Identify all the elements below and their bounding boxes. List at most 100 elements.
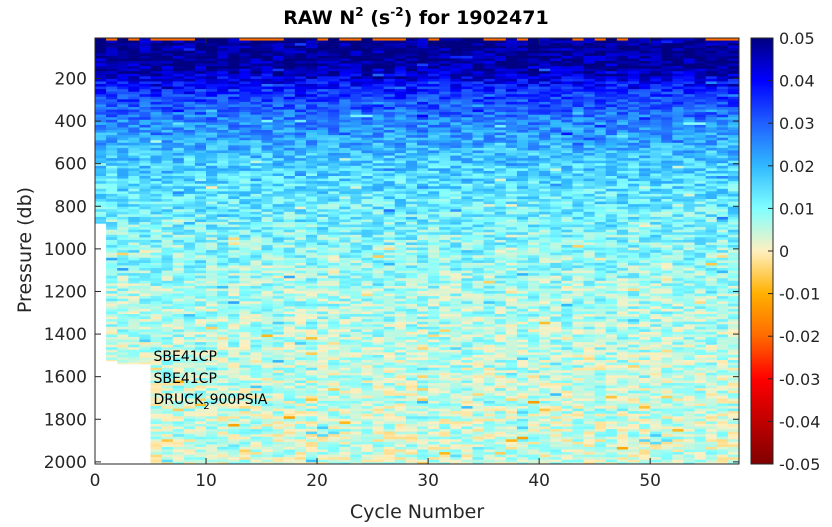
heatmap-cell [294,219,307,223]
heatmap-cell [417,188,429,192]
heatmap-cell [372,38,385,41]
heatmap-cell [417,158,429,162]
heatmap-cell [383,247,396,251]
heatmap-cell [417,206,429,210]
heatmap-cell [183,153,196,156]
heatmap-cell [317,280,329,284]
heatmap-cell [217,145,229,149]
heatmap-cell [283,291,296,294]
heatmap-cell [139,227,151,231]
heatmap-cell [206,186,218,190]
heatmap-cell [328,411,340,415]
heatmap-cell [194,291,207,294]
heatmap-cell [206,308,218,312]
heatmap-cell [139,331,151,335]
heatmap-cell [194,372,207,376]
heatmap-cell [228,232,240,236]
heatmap-cell [361,303,373,307]
heatmap-cell [339,84,351,87]
heatmap-cell [372,303,385,307]
heatmap-cell [405,462,418,465]
heatmap-cell [428,262,440,266]
heatmap-cell [139,124,151,128]
heatmap-cell [361,45,373,49]
heatmap-cell [150,176,163,179]
heatmap-cell [339,127,351,131]
heatmap-cell [106,308,118,312]
heatmap-cell [305,331,318,335]
heatmap-cell [294,147,307,151]
heatmap-cell [239,293,251,297]
heatmap-cell [150,347,163,351]
heatmap-cell [206,89,218,93]
heatmap-cell [428,183,440,187]
heatmap-cell [150,270,163,274]
heatmap-cell [172,291,185,294]
heatmap-cell [350,239,362,243]
heatmap-cell [361,421,373,425]
heatmap-cell [339,186,351,190]
heatmap-cell [394,434,407,438]
heatmap-cell [228,206,240,210]
heatmap-cell [194,296,207,300]
heatmap-cell [239,124,251,128]
heatmap-cell [194,158,207,162]
heatmap-cell [272,239,285,243]
heatmap-cell [439,38,451,41]
heatmap-cell [305,145,318,149]
heatmap-cell [150,250,163,254]
heatmap-cell [194,434,207,438]
heatmap-cell [394,413,407,417]
heatmap-cell [339,66,351,70]
heatmap-cell [217,339,229,343]
heatmap-cell [139,280,151,284]
heatmap-cell [272,441,285,445]
heatmap-cell [428,439,440,443]
heatmap-cell [172,434,185,438]
heatmap-cell [161,418,174,422]
heatmap-cell [128,252,140,256]
heatmap-cell [228,372,240,376]
heatmap-cell [172,176,185,179]
heatmap-cell [328,61,340,64]
heatmap-cell [217,360,229,364]
heatmap-cell [261,436,274,440]
heatmap-cell [172,283,185,287]
heatmap-cell [405,193,418,197]
heatmap-cell [394,257,407,261]
heatmap-cell [161,291,174,294]
heatmap-cell [161,416,174,420]
heatmap-cell [228,101,240,105]
heatmap-cell [350,55,362,59]
heatmap-cell [95,168,107,172]
heatmap-cell [272,388,285,392]
heatmap-cell [394,122,407,126]
heatmap-cell [161,452,174,456]
heatmap-cell [394,153,407,156]
heatmap-cell [350,457,362,461]
heatmap-cell [261,232,274,236]
heatmap-cell [139,232,151,236]
heatmap-cell [294,96,307,100]
heatmap-cell [183,227,196,231]
heatmap-cell [150,383,163,387]
heatmap-cell [417,413,429,417]
heatmap-cell [405,176,418,179]
heatmap-cell [272,101,285,105]
heatmap-cell [117,43,129,47]
heatmap-cell [372,214,385,218]
heatmap-cell [294,127,307,131]
heatmap-cell [194,160,207,164]
heatmap-cell [283,441,296,445]
heatmap-cell [405,227,418,231]
heatmap-cell [328,395,340,399]
heatmap-cell [194,145,207,149]
heatmap-cell [328,119,340,123]
heatmap-cell [405,365,418,369]
heatmap-cell [372,222,385,225]
heatmap-cell [405,81,418,85]
heatmap-cell [106,354,118,358]
heatmap-cell [250,201,262,205]
heatmap-cell [272,260,285,264]
heatmap-cell [405,109,418,113]
